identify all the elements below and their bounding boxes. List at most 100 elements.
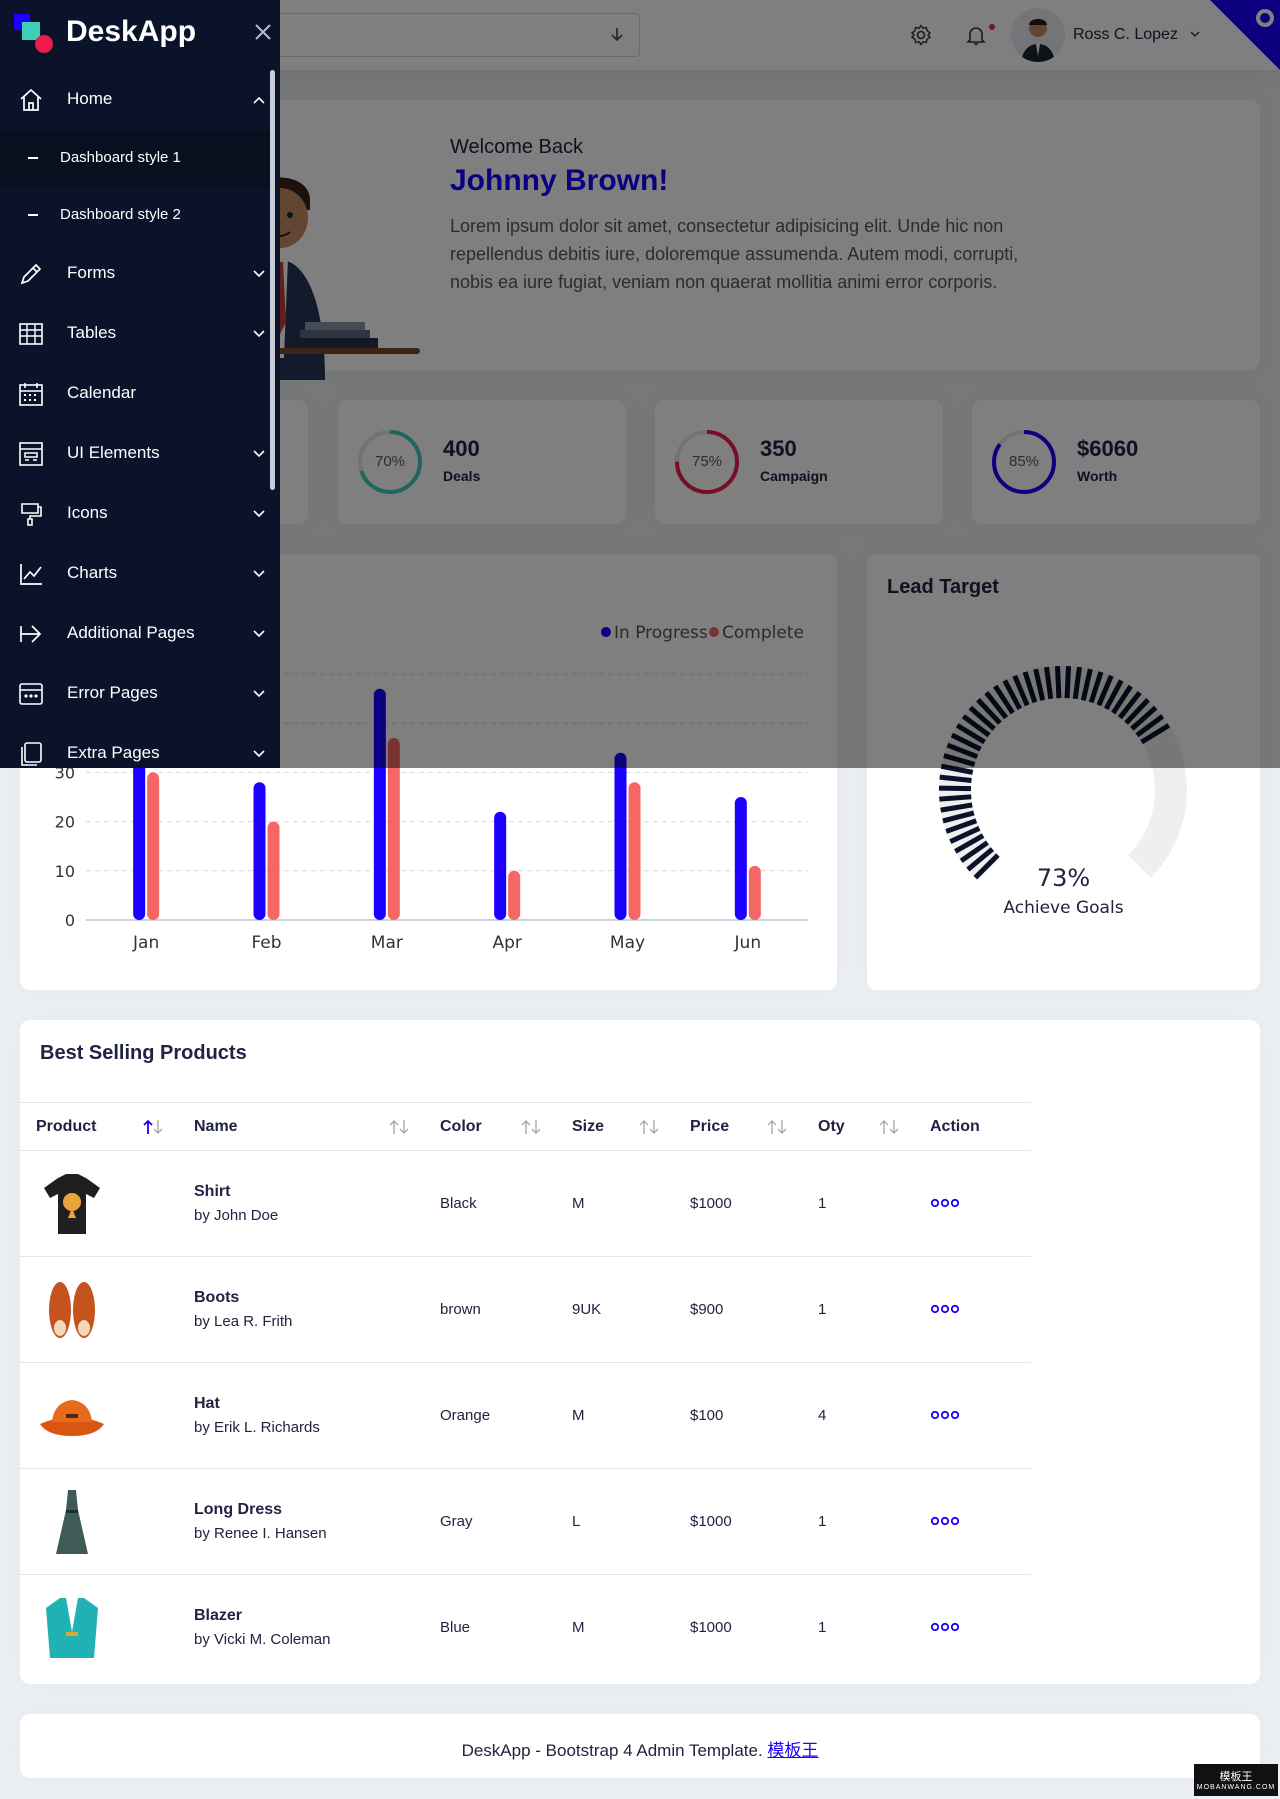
x-tick-label: Apr [492,933,521,953]
column-header[interactable]: Name [178,1103,424,1151]
sort-icon[interactable] [142,1118,164,1136]
sidebar-item-label: Icons [67,503,108,522]
layout-icon [19,442,43,466]
x-tick-label: Mar [371,933,403,953]
pencil-icon [20,263,42,285]
product-size: M [572,1407,585,1424]
bar [387,737,400,920]
column-header[interactable]: Size [556,1103,674,1151]
sidebar-item-forms[interactable]: Forms [0,244,280,304]
product-author: by Renee I. Hansen [194,1525,327,1542]
bar [267,821,280,920]
bar [253,782,266,920]
product-color: brown [440,1301,481,1318]
sidebar-item-label: Tables [67,323,117,342]
arrow-right-icon [20,625,42,643]
sort-icon[interactable] [766,1118,788,1136]
more-options-icon[interactable] [930,1622,960,1632]
sidebar-item-label: Additional Pages [67,623,195,642]
column-header: Action [930,1117,980,1135]
sidebar-scrollbar[interactable] [270,70,275,490]
x-tick-label: May [610,933,645,953]
product-author: by Lea R. Frith [194,1313,293,1330]
shirt-image [44,1173,100,1234]
sidebar-subitem-dashboard-2[interactable]: Dashboard style 2 [0,187,270,244]
dress-image [56,1489,88,1554]
bar [508,870,521,920]
product-name: Boots [194,1289,240,1306]
sidebar-item-label: Home [67,89,113,108]
dash-icon [28,157,38,159]
gauge-tick [940,802,973,813]
gauge-tick [939,794,972,802]
footer-link[interactable]: 模板王 [767,1741,819,1760]
home-icon [20,88,42,111]
product-author: by Erik L. Richards [194,1419,320,1436]
column-header[interactable]: Oty [802,1103,914,1151]
sidebar-subitem-dashboard-1[interactable]: Dashboard style 1 [0,130,270,187]
sidebar-item-home[interactable]: Home [0,70,280,130]
more-options-icon[interactable] [930,1304,960,1314]
sidebar-item-extra-pages[interactable]: Extra Pages [0,724,280,768]
paint-brush-icon [21,503,42,526]
product-color: Orange [440,1407,491,1424]
product-size: M [572,1619,585,1637]
product-color: Black [440,1195,477,1212]
sidebar-item-label: UI Elements [67,443,160,462]
chevron-down-icon [253,750,265,758]
chevron-down-icon [253,630,265,638]
sort-icon[interactable] [878,1118,900,1136]
product-price: $100 [690,1407,724,1424]
sidebar-item-error-pages[interactable]: Error Pages [0,664,280,724]
bar [748,865,761,920]
table-title: Best Selling Products [40,1042,247,1064]
chevron-down-icon [253,510,265,518]
sidebar-subitem-label: Dashboard style 2 [60,206,181,223]
bar [147,772,160,920]
product-name: Blazer [194,1607,243,1625]
product-size: L [572,1513,581,1530]
chevron-down-icon [253,330,265,338]
gauge-tick [939,774,972,783]
x-tick-label: Jun [734,933,762,953]
more-options-icon[interactable] [930,1410,960,1420]
brand-logo-icon [14,14,53,53]
sidebar-item-ui-elements[interactable]: UI Elements [0,424,280,484]
column-header[interactable]: Color [424,1103,556,1151]
product-color: Blue [440,1619,471,1637]
hat-image [40,1399,104,1436]
column-header[interactable]: Product [20,1103,178,1151]
more-options-icon[interactable] [930,1516,960,1526]
table-row: Long Dress by Renee I. Hansen Gray L $100… [20,1469,1031,1575]
y-tick-label: 20 [55,813,75,832]
left-sidebar: DeskApp Home Dashboard style 1 Dashboard… [0,0,280,768]
column-header[interactable]: Price [674,1103,802,1151]
sidebar-item-label: Charts [67,563,118,582]
products-table: Product Name Color Size Price Oty Action… [20,1102,1031,1681]
more-options-icon[interactable] [930,1198,960,1208]
sidebar-item-calendar[interactable]: Calendar [0,364,280,424]
brand-name[interactable]: DeskApp [66,15,197,48]
sidebar-item-charts[interactable]: Charts [0,544,280,604]
close-icon[interactable] [253,22,273,42]
sidebar-item-additional-pages[interactable]: Additional Pages [0,604,280,664]
watermark-logo: 模板王 MOBANWANG.COM [1194,1764,1278,1796]
sort-icon[interactable] [638,1118,660,1136]
footer-text: DeskApp - Bootstrap 4 Admin Template. 模板… [461,1741,819,1760]
gauge-tick [973,853,1000,880]
gauge-label: Achieve Goals [1003,898,1124,918]
line-chart-icon [20,564,42,585]
bar [628,782,641,920]
product-qty: 4 [818,1407,827,1424]
sort-icon[interactable] [388,1118,410,1136]
sort-icon[interactable] [520,1118,542,1136]
blazer-image [46,1597,98,1658]
sidebar-item-label: Calendar [67,383,136,402]
gauge-tick [966,847,995,872]
table-row: Blazer by Vicki M. Coleman Blue M $1000 1 [20,1575,1031,1681]
y-tick-label: 0 [65,911,75,930]
sidebar-item-icons[interactable]: Icons [0,484,280,544]
product-price: $1000 [690,1619,732,1637]
sidebar-item-tables[interactable]: Tables [0,304,280,364]
boots-image [49,1281,95,1338]
